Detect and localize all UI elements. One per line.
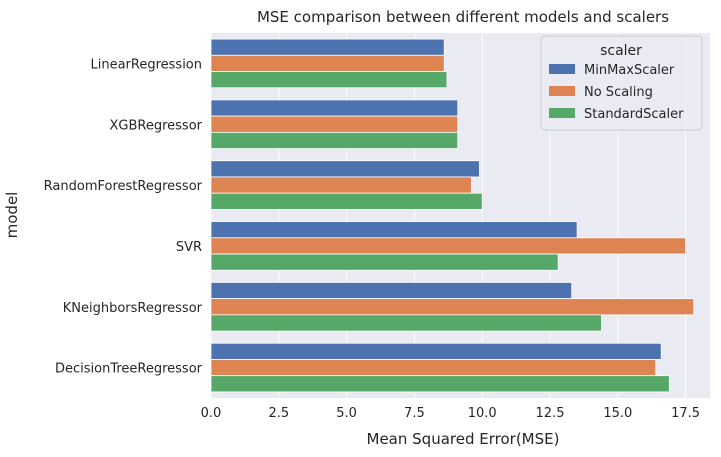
x-tick-label: 10.0 [468, 406, 497, 421]
x-tick-label: 2.5 [268, 406, 289, 421]
bar-kneighborsregressor-standardscaler [210, 314, 602, 332]
chart-title: MSE comparison between different models … [257, 8, 669, 26]
bar-svr-no-scaling [210, 237, 686, 255]
legend-swatch-no-scaling [549, 86, 575, 96]
x-tick-labels: 0.0 2.5 5.0 7.5 10.0 12.5 15.0 17.5 [201, 406, 700, 421]
bar-svr-minmaxscaler [210, 221, 578, 239]
bar-randomforestregressor-no-scaling [210, 176, 472, 194]
bar-linearregression-minmaxscaler [210, 38, 445, 56]
legend-label-minmaxscaler: MinMaxScaler [584, 63, 675, 78]
x-tick-label: 15.0 [603, 406, 632, 421]
x-tick-label: 5.0 [336, 406, 357, 421]
x-axis-title: Mean Squared Error(MSE) [367, 430, 560, 448]
y-tick-labels: LinearRegression XGBRegressor RandomForest… [44, 57, 203, 376]
bar-kneighborsregressor-minmaxscaler [210, 282, 573, 300]
y-tick-label-xgbregressor: XGBRegressor [110, 118, 203, 133]
y-tick-label-svr: SVR [176, 240, 202, 255]
legend-swatch-standardscaler [549, 108, 575, 118]
legend-title: scaler [600, 43, 642, 59]
bar-xgbregressor-no-scaling [210, 115, 459, 133]
bar-xgbregressor-minmaxscaler [210, 99, 459, 117]
legend-box [540, 35, 703, 131]
x-tick-label: 0.0 [201, 406, 222, 421]
bar-xgbregressor-standardscaler [210, 131, 459, 149]
bar-svr-standardscaler [210, 253, 559, 271]
bar-decisiontreeregressor-no-scaling [210, 359, 657, 377]
bars [210, 38, 695, 393]
x-tick-label: 7.5 [404, 406, 425, 421]
y-tick-label-randomforestregressor: RandomForestRegressor [44, 179, 203, 194]
bar-linearregression-no-scaling [210, 54, 445, 72]
bar-randomforestregressor-minmaxscaler [210, 160, 480, 178]
bar-randomforestregressor-standardscaler [210, 192, 483, 210]
legend-swatch-minmaxscaler [549, 64, 575, 74]
x-tick-label: 12.5 [536, 406, 565, 421]
y-tick-label-linearregression: LinearRegression [90, 57, 202, 72]
legend-label-no-scaling: No Scaling [584, 85, 653, 100]
x-tick-label: 17.5 [671, 406, 700, 421]
bar-linearregression-standardscaler [210, 71, 448, 89]
y-axis-title: model [3, 192, 21, 239]
bar-kneighborsregressor-no-scaling [210, 298, 695, 316]
legend: scaler MinMaxScaler No Scaling StandardSca… [540, 35, 703, 131]
bar-decisiontreeregressor-minmaxscaler [210, 342, 662, 360]
y-tick-label-decisiontreeregressor: DecisionTreeRegressor [55, 362, 203, 377]
legend-label-standardscaler: StandardScaler [584, 107, 684, 122]
y-tick-label-kneighborsregressor: KNeighborsRegressor [63, 301, 203, 316]
bar-decisiontreeregressor-standardscaler [210, 375, 670, 393]
